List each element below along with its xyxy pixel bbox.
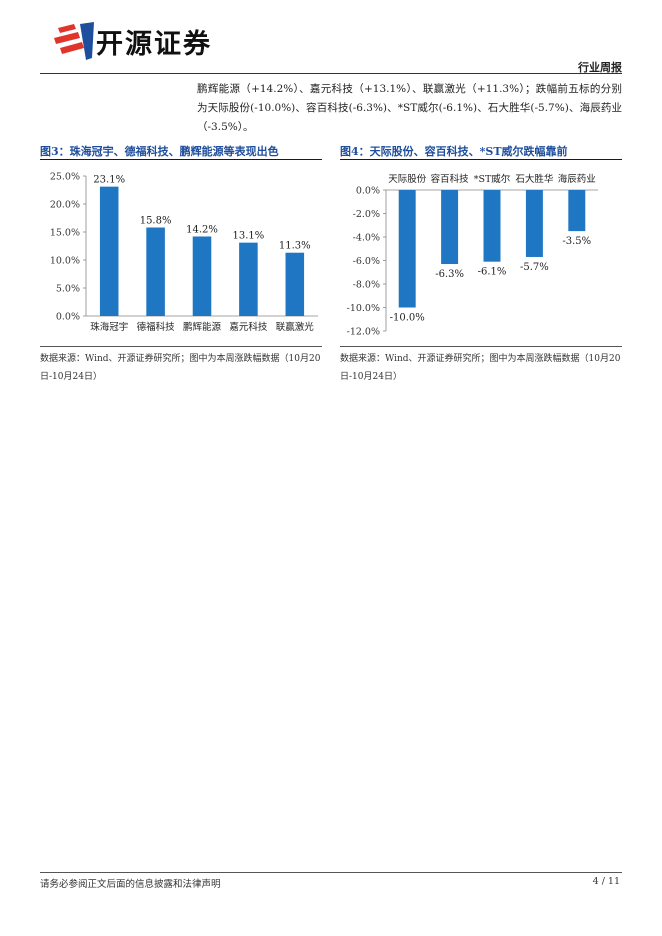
bar: [192, 236, 212, 316]
category-label: *ST威尔: [474, 173, 511, 185]
bar: [239, 242, 258, 316]
figure3-title-rule: [40, 159, 322, 160]
data-label: -6.1%: [478, 267, 507, 278]
bar: [99, 186, 119, 316]
report-type: 行业周报: [578, 61, 622, 74]
bar: [285, 252, 305, 316]
figure3-chart: 0.0% 5.0% 10.0% 15.0% 20.0% 25.0% 23.1% 珠海冠宇 15.…: [50, 172, 318, 333]
category-label: 容百科技: [431, 173, 470, 185]
data-label: -3.5%: [562, 236, 591, 247]
y-tick-label: 25.0%: [50, 172, 80, 183]
figure4-source: 数据来源：Wind、开源证券研究所；图中为本周涨跌幅数据（10月20日-10月2…: [340, 354, 621, 382]
data-label: 11.3%: [279, 241, 311, 252]
kaiyuan-logo-icon: [54, 22, 94, 60]
bar: [525, 190, 543, 257]
y-tick-label: -6.0%: [353, 256, 380, 267]
y-tick-label: -10.0%: [347, 303, 380, 314]
category-label: 联赢激光: [276, 321, 315, 333]
bar: [146, 227, 165, 316]
figure3-source-rule: [40, 346, 322, 347]
bar: [398, 190, 416, 308]
y-tick-label: 20.0%: [50, 200, 80, 211]
y-tick-label: -8.0%: [353, 280, 380, 291]
bar: [483, 190, 501, 262]
bar: [441, 190, 459, 265]
category-label: 鹏辉能源: [183, 321, 222, 333]
y-tick-label: 5.0%: [56, 284, 80, 295]
data-label: -10.0%: [390, 313, 425, 324]
y-tick-label: 0.0%: [56, 312, 80, 323]
page-number: 4 / 11: [592, 876, 620, 887]
category-label: 嘉元科技: [229, 321, 268, 333]
category-label: 海辰药业: [558, 173, 596, 185]
y-tick-label: 10.0%: [50, 256, 80, 267]
data-label: -6.3%: [435, 269, 464, 280]
body-paragraph: 鹏辉能源（+14.2%）、嘉元科技（+13.1%）、联赢激光（+11.3%）；跌…: [197, 83, 622, 133]
bar: [568, 190, 586, 232]
data-label: 13.1%: [233, 231, 265, 242]
y-tick-label: -12.0%: [347, 327, 380, 338]
figure4-title: 图4：天际股份、容百科技、*ST威尔跌幅靠前: [340, 145, 568, 158]
category-label: 天际股份: [388, 173, 427, 185]
y-tick-label: 15.0%: [50, 228, 80, 239]
header-rule: [40, 73, 622, 74]
category-label: 珠海冠宇: [90, 321, 128, 333]
category-label: 德福科技: [137, 321, 176, 333]
data-label: 15.8%: [140, 216, 172, 227]
figure4-title-rule: [340, 159, 622, 160]
figure4-source-rule: [340, 346, 622, 347]
y-tick-label: -2.0%: [353, 209, 380, 220]
figure3-source: 数据来源：Wind、开源证券研究所；图中为本周涨跌幅数据（10月20日-10月2…: [40, 354, 321, 382]
figure3-title: 图3：珠海冠宇、德福科技、鹏辉能源等表现出色: [40, 145, 279, 158]
data-label: -5.7%: [520, 262, 549, 273]
category-label: 石大胜华: [515, 173, 554, 185]
data-label: 14.2%: [186, 224, 218, 235]
y-tick-label: 0.0%: [356, 186, 380, 197]
brand-name: 开源证券: [96, 29, 212, 60]
data-label: 23.1%: [93, 175, 125, 186]
footer-rule: [40, 872, 622, 873]
footer-disclaimer: 请务必参阅正文后面的信息披露和法律声明: [40, 879, 221, 890]
y-tick-label: -4.0%: [353, 233, 380, 244]
figure4-chart: -12.0% -10.0% -8.0% -6.0% -4.0% -2.0% 0.0% -10.…: [347, 173, 598, 338]
